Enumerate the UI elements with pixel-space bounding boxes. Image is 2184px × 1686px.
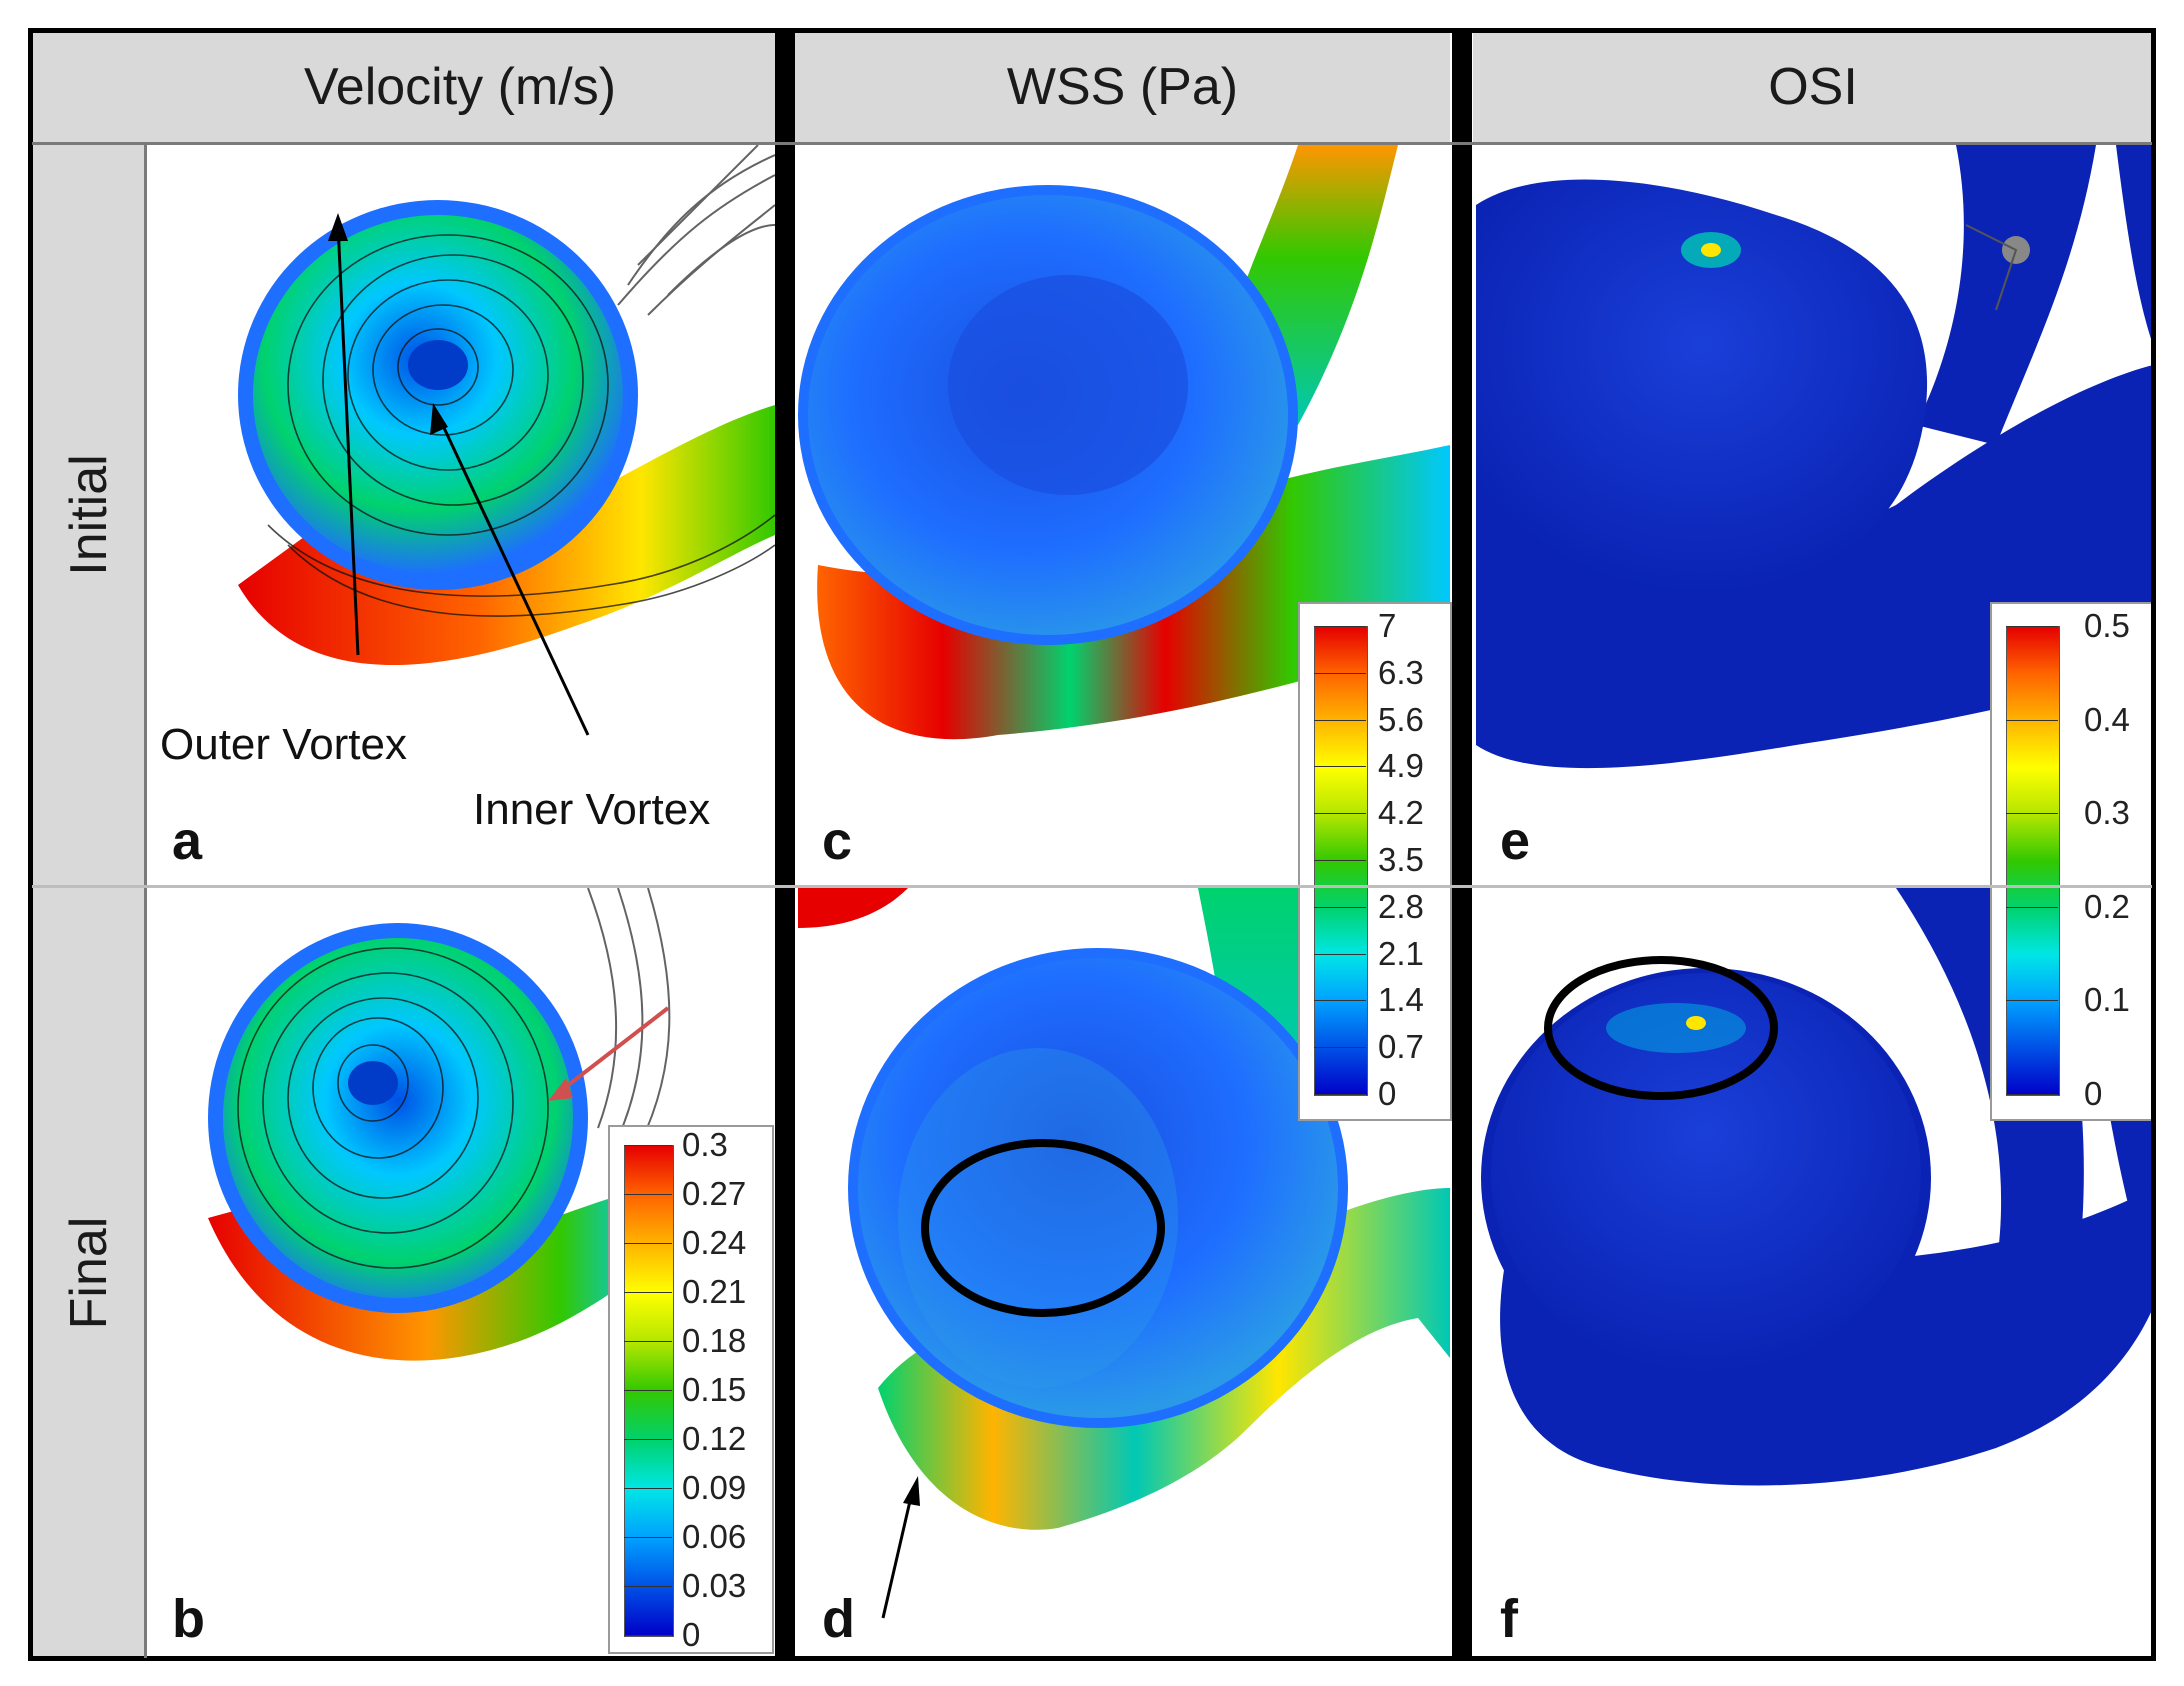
velocity-legend-tick-mark	[624, 1145, 672, 1146]
velocity-legend-tick-mark	[624, 1439, 672, 1440]
wss-legend-tick-label: 0	[1378, 1075, 1397, 1112]
column-divider-1	[775, 28, 795, 1661]
velocity-legend-tick-mark	[624, 1292, 672, 1293]
wss-legend-tick-mark	[1314, 1000, 1366, 1002]
wss-legend-tick-mark	[1314, 672, 1366, 674]
wss-legend-tick-mark	[1314, 860, 1366, 861]
velocity-legend-tick-mark	[624, 1635, 672, 1636]
osi-legend-tick-mark	[2006, 1000, 2058, 1002]
velocity-color-bar	[624, 1145, 674, 1637]
wss-legend-tick-label: 7	[1378, 607, 1397, 644]
figure-border-left	[28, 28, 33, 1661]
osi-legend-tick-mark	[2006, 626, 2058, 627]
wss-legend-tick-label: 3.5	[1378, 841, 1424, 878]
velocity-legend-tick-label: 0.27	[682, 1175, 747, 1212]
corner-cell	[32, 32, 145, 142]
row-header-final: Final	[32, 888, 145, 1658]
velocity-legend-tick-label: 0.24	[682, 1224, 747, 1261]
header-divider	[32, 142, 2152, 145]
velocity-legend-tick-label: 0.06	[682, 1518, 747, 1555]
column-header-velocity: Velocity (m/s)	[145, 32, 775, 142]
velocity-color-legend: 0.3 0.27 0.24 0.21 0.18 0.15 0.12 0.09 0.06 0.03 0	[608, 1125, 774, 1654]
velocity-legend-tick-label: 0.09	[682, 1469, 747, 1506]
velocity-final-streamlines	[208, 888, 671, 1361]
osi-legend-tick-label: 0.5	[2084, 607, 2130, 644]
osi-legend-tick-mark	[2006, 906, 2058, 908]
figure-border-top	[28, 28, 2156, 33]
column-divider-2	[1452, 28, 1472, 1661]
wss-color-bar	[1314, 626, 1368, 1096]
osi-legend-tick-label: 0.1	[2084, 981, 2130, 1019]
velocity-legend-tick-label: 0	[682, 1616, 701, 1653]
velocity-legend-tick-mark	[624, 1586, 672, 1587]
osi-final-surface	[1481, 888, 2153, 1486]
wss-initial-surface	[798, 145, 1450, 740]
velocity-legend-tick-label: 0.21	[682, 1273, 747, 1310]
wss-legend-tick-mark	[1314, 906, 1366, 908]
velocity-legend-tick-label: 0.3	[682, 1126, 728, 1163]
velocity-legend-tick-mark	[624, 1390, 672, 1391]
velocity-legend-tick-mark	[624, 1243, 672, 1244]
velocity-legend-tick-mark	[624, 1194, 672, 1195]
panel-label-b: b	[172, 1589, 205, 1649]
osi-legend-tick-mark	[2006, 813, 2058, 815]
osi-legend-tick-label: 0.4	[2084, 700, 2130, 738]
outer-vortex-annotation: Outer Vortex	[160, 720, 408, 769]
row-header-divider	[144, 142, 147, 1658]
column-header-wss: WSS (Pa)	[795, 32, 1450, 142]
velocity-legend-tick-label: 0.18	[682, 1322, 747, 1359]
wss-legend-tick-mark	[1314, 719, 1366, 721]
osi-legend-tick-label: 0.2	[2084, 887, 2130, 925]
wss-legend-tick-label: 4.2	[1378, 794, 1424, 832]
velocity-legend-tick-label: 0.15	[682, 1371, 747, 1408]
panel-d: d	[798, 888, 1450, 1658]
panel-label-a: a	[172, 811, 203, 871]
row-header-initial: Initial	[32, 145, 145, 885]
osi-legend-tick-label: 0.3	[2084, 794, 2130, 832]
velocity-legend-tick-label: 0.03	[682, 1567, 747, 1604]
panel-c: c	[798, 145, 1450, 885]
panel-a: Outer Vortex Inner Vortex a	[148, 145, 775, 885]
wss-legend-tick-label: 5.6	[1378, 700, 1424, 738]
figure-border-right	[2151, 28, 2156, 1661]
panel-label-d: d	[822, 1589, 855, 1649]
wss-color-legend: 7 6.3 5.6 4.9 4.2 3.5 2.8 2.1 1.4 0.7 0	[1298, 602, 1452, 1121]
velocity-legend-tick-mark	[624, 1488, 672, 1489]
wss-legend-tick-mark	[1314, 626, 1366, 627]
figure-border-bottom	[28, 1656, 2156, 1661]
wss-legend-tick-mark	[1314, 813, 1366, 815]
wss-legend-tick-mark	[1314, 766, 1366, 768]
velocity-legend-tick-label: 0.12	[682, 1420, 747, 1457]
row-title-initial: Initial	[59, 454, 118, 576]
osi-color-legend: 0.5 0.4 0.3 0.2 0.1 0	[1990, 602, 2154, 1121]
row-title-final: Final	[59, 1216, 118, 1330]
inner-vortex-annotation: Inner Vortex	[473, 785, 711, 834]
osi-legend-tick-mark	[2006, 1094, 2058, 1095]
velocity-initial-streamlines	[238, 145, 775, 736]
osi-legend-tick-mark	[2006, 719, 2058, 721]
osi-legend-tick-label: 0	[2084, 1075, 2103, 1112]
osi-initial-surface	[1476, 145, 2153, 769]
osi-color-bar	[2006, 626, 2060, 1096]
wss-legend-tick-label: 1.4	[1378, 981, 1424, 1019]
wss-legend-tick-label: 2.8	[1378, 887, 1424, 925]
wss-legend-tick-mark	[1314, 1047, 1366, 1049]
wss-legend-tick-label: 4.9	[1378, 747, 1424, 785]
panel-label-c: c	[822, 811, 853, 871]
velocity-legend-tick-mark	[624, 1537, 672, 1538]
wss-legend-tick-mark	[1314, 953, 1366, 955]
row-divider	[32, 885, 2152, 888]
column-header-osi: OSI	[1473, 32, 2153, 142]
wss-legend-tick-label: 2.1	[1378, 934, 1424, 972]
wss-legend-tick-mark	[1314, 1094, 1366, 1095]
wss-legend-tick-label: 0.7	[1378, 1028, 1424, 1066]
panel-label-f: f	[1500, 1589, 1518, 1649]
velocity-legend-tick-mark	[624, 1341, 672, 1342]
wss-final-surface	[798, 888, 1450, 1619]
panel-label-e: e	[1500, 811, 1531, 871]
wss-legend-tick-label: 6.3	[1378, 653, 1424, 691]
